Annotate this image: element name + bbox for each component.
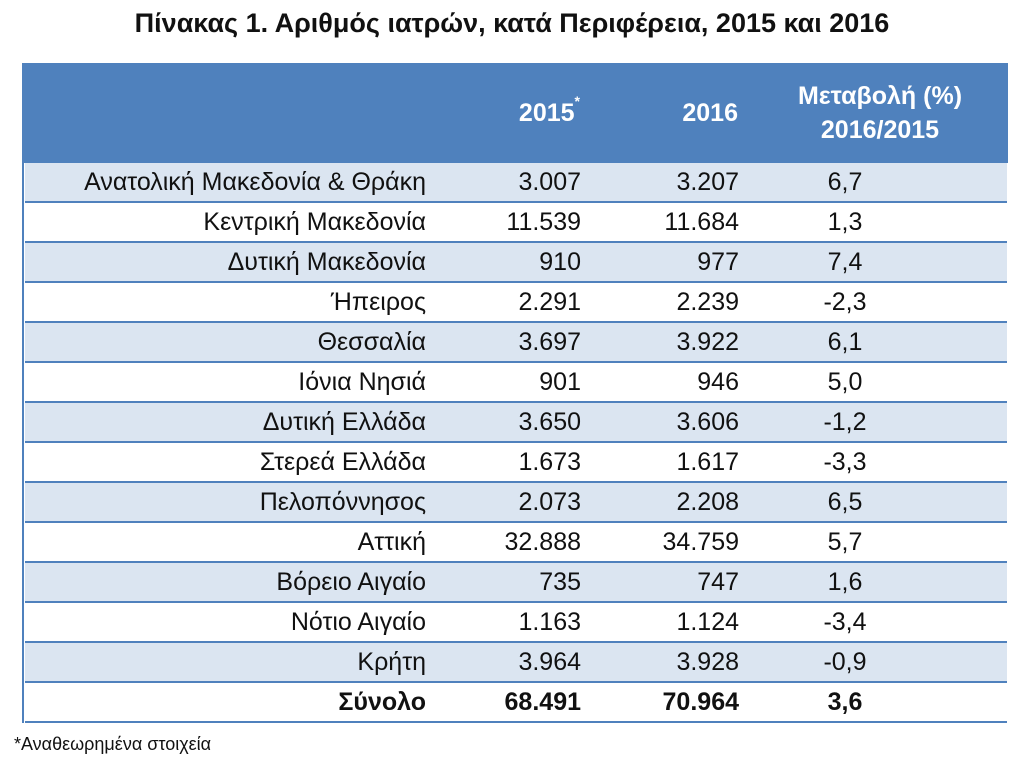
value-2015-cell: 3.650 <box>440 401 595 443</box>
total-value-2016-cell: 70.964 <box>595 681 753 723</box>
table-row: Βόρειο Αιγαίο 735 747 1,6 <box>25 561 1007 603</box>
value-2016-cell: 11.684 <box>595 201 753 243</box>
change-cell: -0,9 <box>753 641 1007 683</box>
table-row: Ήπειρος 2.291 2.239 -2,3 <box>25 281 1007 323</box>
value-2015-cell: 3.007 <box>440 161 595 203</box>
header-row: 2015* 2016 Μεταβολή (%) 2016/2015 <box>24 63 1008 163</box>
doctors-table-container: 2015* 2016 Μεταβολή (%) 2016/2015 Ανατολ… <box>22 63 1008 723</box>
value-2016-cell: 3.922 <box>595 321 753 363</box>
region-cell: Βόρειο Αιγαίο <box>25 561 440 603</box>
change-cell: 6,7 <box>753 161 1007 203</box>
region-cell: Κρήτη <box>25 641 440 683</box>
region-cell: Αττική <box>25 521 440 563</box>
table-row: Στερεά Ελλάδα 1.673 1.617 -3,3 <box>25 441 1007 483</box>
doctors-by-region-table: 2015* 2016 Μεταβολή (%) 2016/2015 Ανατολ… <box>24 63 1008 723</box>
header-change-line1: Μεταβολή (%) <box>797 82 963 110</box>
change-cell: -2,3 <box>753 281 1007 323</box>
table-row: Ανατολική Μακεδονία & Θράκη 3.007 3.207 6,7 <box>25 161 1007 203</box>
total-region-cell: Σύνολο <box>25 681 440 723</box>
region-cell: Πελοπόννησος <box>25 481 440 523</box>
change-cell: -3,3 <box>753 441 1007 483</box>
value-2015-cell: 2.073 <box>440 481 595 523</box>
value-2016-cell: 2.239 <box>595 281 753 323</box>
total-row: Σύνολο 68.491 70.964 3,6 <box>25 681 1007 723</box>
table-title: Πίνακας 1. Αριθμός ιατρών, κατά Περιφέρε… <box>134 8 890 38</box>
change-cell: 1,6 <box>753 561 1007 603</box>
table-row: Ιόνια Νησιά 901 946 5,0 <box>25 361 1007 403</box>
change-cell: -1,2 <box>753 401 1007 443</box>
total-change-cell: 3,6 <box>753 681 1007 723</box>
value-2016-cell: 747 <box>595 561 753 603</box>
value-2015-cell: 1.163 <box>440 601 595 643</box>
region-cell: Κεντρική Μακεδονία <box>25 201 440 243</box>
change-cell: 6,5 <box>753 481 1007 523</box>
change-cell: -3,4 <box>753 601 1007 643</box>
total-value-2015-cell: 68.491 <box>440 681 595 723</box>
table-row: Δυτική Μακεδονία 910 977 7,4 <box>25 241 1007 283</box>
value-2016-cell: 1.124 <box>595 601 753 643</box>
value-2015-cell: 3.697 <box>440 321 595 363</box>
value-2016-cell: 34.759 <box>595 521 753 563</box>
value-2015-cell: 910 <box>440 241 595 283</box>
value-2015-cell: 735 <box>440 561 595 603</box>
header-2016: 2016 <box>594 63 754 163</box>
region-cell: Ανατολική Μακεδονία & Θράκη <box>25 161 440 203</box>
value-2015-cell: 3.964 <box>440 641 595 683</box>
value-2016-cell: 3.606 <box>595 401 753 443</box>
value-2016-cell: 946 <box>595 361 753 403</box>
table-row: Κεντρική Μακεδονία 11.539 11.684 1,3 <box>25 201 1007 243</box>
region-cell: Νότιο Αιγαίο <box>25 601 440 643</box>
value-2016-cell: 3.207 <box>595 161 753 203</box>
header-2015: 2015* <box>439 63 596 163</box>
header-change: Μεταβολή (%) 2016/2015 <box>752 63 1008 163</box>
table-row: Κρήτη 3.964 3.928 -0,9 <box>25 641 1007 683</box>
table-row: Νότιο Αιγαίο 1.163 1.124 -3,4 <box>25 601 1007 643</box>
header-2015-label: 2015 <box>518 98 575 127</box>
change-cell: 6,1 <box>753 321 1007 363</box>
header-region <box>24 63 441 163</box>
table-row: Θεσσαλία 3.697 3.922 6,1 <box>25 321 1007 363</box>
table-body: Ανατολική Μακεδονία & Θράκη 3.007 3.207 6,7… <box>25 161 1007 723</box>
region-cell: Στερεά Ελλάδα <box>25 441 440 483</box>
value-2016-cell: 3.928 <box>595 641 753 683</box>
header-2015-footnote-mark: * <box>574 92 580 109</box>
value-2015-cell: 32.888 <box>440 521 595 563</box>
table-row: Αττική 32.888 34.759 5,7 <box>25 521 1007 563</box>
table-row: Δυτική Ελλάδα 3.650 3.606 -1,2 <box>25 401 1007 443</box>
footnote: *Αναθεωρημένα στοιχεία <box>14 734 212 754</box>
value-2016-cell: 1.617 <box>595 441 753 483</box>
region-cell: Θεσσαλία <box>25 321 440 363</box>
region-cell: Ιόνια Νησιά <box>25 361 440 403</box>
region-cell: Δυτική Ελλάδα <box>25 401 440 443</box>
change-cell: 5,7 <box>753 521 1007 563</box>
value-2015-cell: 1.673 <box>440 441 595 483</box>
value-2016-cell: 977 <box>595 241 753 283</box>
header-change-line2: 2016/2015 <box>820 116 940 144</box>
change-cell: 1,3 <box>753 201 1007 243</box>
change-cell: 7,4 <box>753 241 1007 283</box>
region-cell: Ήπειρος <box>25 281 440 323</box>
value-2016-cell: 2.208 <box>595 481 753 523</box>
table-row: Πελοπόννησος 2.073 2.208 6,5 <box>25 481 1007 523</box>
value-2015-cell: 2.291 <box>440 281 595 323</box>
value-2015-cell: 11.539 <box>440 201 595 243</box>
change-cell: 5,0 <box>753 361 1007 403</box>
region-cell: Δυτική Μακεδονία <box>25 241 440 283</box>
value-2015-cell: 901 <box>440 361 595 403</box>
